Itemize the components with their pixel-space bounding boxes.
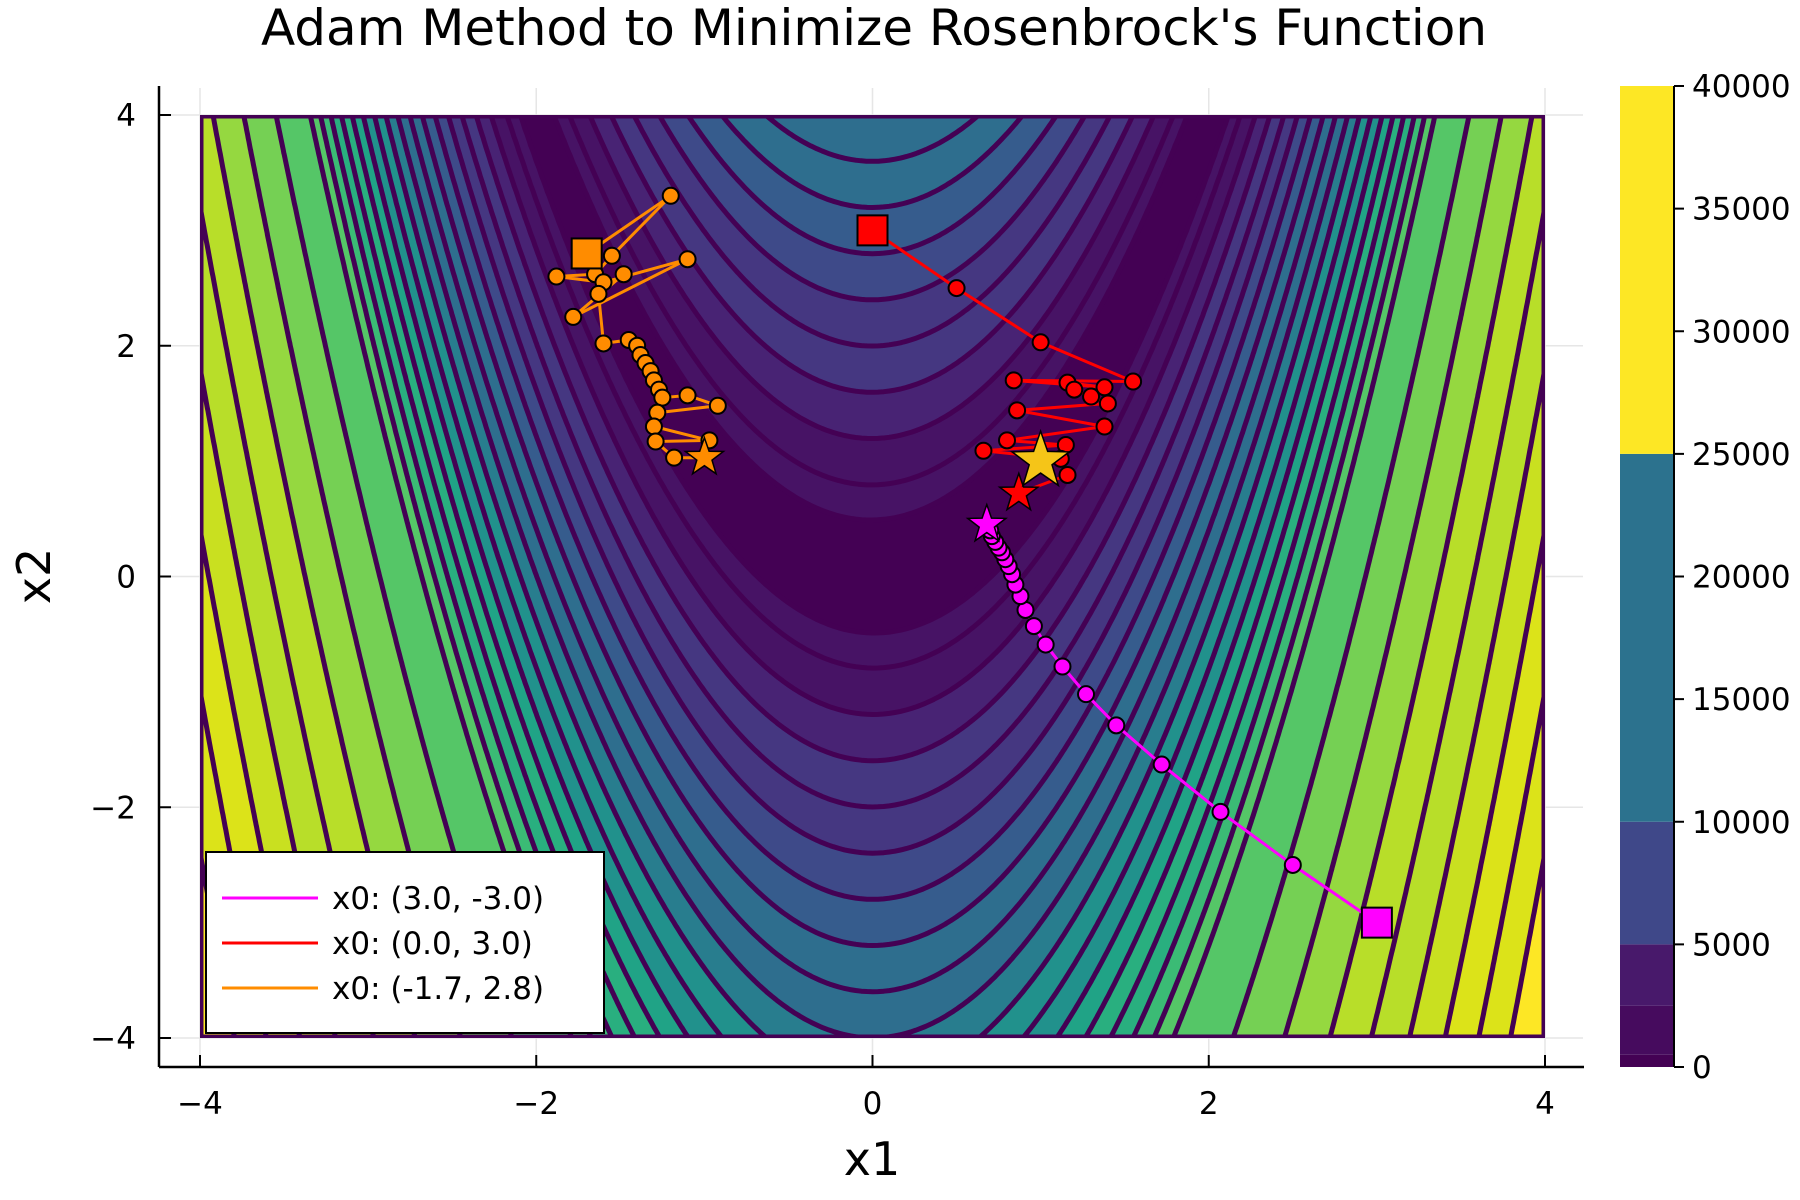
path-point bbox=[1107, 716, 1126, 735]
colorbar-tick-label: 20000 bbox=[1692, 560, 1791, 596]
path-point bbox=[1008, 401, 1027, 420]
path-point bbox=[1124, 372, 1143, 391]
x-axis-label: x1 bbox=[844, 1132, 901, 1186]
colorbar-tick-label: 10000 bbox=[1692, 805, 1791, 841]
series-path-line bbox=[871, 229, 1134, 495]
path-point bbox=[1004, 371, 1023, 390]
path-point bbox=[602, 246, 621, 265]
contour-line bbox=[419, 115, 1326, 948]
path-point bbox=[665, 448, 684, 467]
colorbar-band bbox=[1620, 86, 1674, 454]
path-point bbox=[644, 417, 663, 436]
legend-label: x0: (0.0, 3.0) bbox=[332, 926, 533, 962]
y-tick-label: −2 bbox=[90, 790, 136, 826]
chart-title: Adam Method to Minimize Rosenbrock's Fun… bbox=[261, 0, 1487, 57]
start-marker bbox=[1360, 906, 1393, 939]
x-tick-label: 0 bbox=[863, 1086, 883, 1122]
colorbar-band bbox=[1620, 1054, 1674, 1067]
contour-line bbox=[432, 115, 1314, 902]
path-point bbox=[1211, 802, 1230, 821]
minimum-star-marker bbox=[1009, 428, 1072, 488]
series-layer bbox=[547, 186, 1393, 939]
path-point bbox=[1031, 333, 1050, 352]
path-point bbox=[974, 441, 993, 460]
x-tick-label: −2 bbox=[513, 1086, 559, 1122]
colorbar-band bbox=[1620, 821, 1674, 945]
contour-line bbox=[459, 115, 1287, 810]
colorbar: 0 5000 10000 15000 20000 25000 30000 35000 40000 bbox=[1620, 69, 1791, 1086]
y-tick-label: 4 bbox=[116, 98, 136, 134]
path-point bbox=[1095, 417, 1114, 436]
path-point bbox=[1152, 755, 1171, 774]
path-point bbox=[653, 388, 672, 407]
contour-line bbox=[488, 115, 1258, 717]
path-point bbox=[661, 186, 680, 205]
path-point bbox=[708, 396, 727, 415]
colorbar-tick-label: 15000 bbox=[1692, 682, 1791, 718]
colorbar-tick-label: 5000 bbox=[1692, 927, 1771, 963]
colorbar-band bbox=[1620, 1005, 1674, 1055]
contour-line bbox=[395, 115, 1351, 1038]
path-point bbox=[646, 432, 665, 451]
y-axis-label: x2 bbox=[7, 548, 61, 605]
start-marker bbox=[570, 237, 603, 270]
colorbar-tick-label: 25000 bbox=[1692, 437, 1791, 473]
x-tick-label: 4 bbox=[1535, 1086, 1555, 1122]
path-point bbox=[1065, 380, 1084, 399]
contour-line bbox=[407, 115, 1339, 995]
path-point bbox=[1082, 387, 1101, 406]
path-point bbox=[594, 334, 613, 353]
path-point bbox=[678, 386, 697, 405]
colorbar-band bbox=[1620, 453, 1674, 822]
path-point bbox=[614, 265, 633, 284]
path-point bbox=[564, 307, 583, 326]
colorbar-tick-label: 40000 bbox=[1692, 69, 1791, 105]
series-2 bbox=[547, 186, 727, 476]
end-marker bbox=[965, 502, 1008, 543]
colorbar-tick-label: 0 bbox=[1692, 1050, 1712, 1086]
path-point bbox=[1036, 635, 1055, 654]
path-point bbox=[678, 250, 697, 269]
start-marker bbox=[856, 214, 889, 247]
colorbar-tick-label: 30000 bbox=[1692, 314, 1791, 350]
y-tick-label: 0 bbox=[116, 560, 136, 596]
path-point bbox=[998, 431, 1016, 450]
path-point bbox=[589, 284, 608, 303]
x-tick-label: 2 bbox=[1199, 1086, 1219, 1122]
series-0 bbox=[965, 502, 1393, 939]
path-point bbox=[1024, 617, 1043, 636]
legend-label: x0: (3.0, -3.0) bbox=[332, 881, 544, 917]
path-point bbox=[1058, 465, 1077, 484]
y-tick-label: −4 bbox=[90, 1021, 136, 1057]
colorbar-tick-label: 35000 bbox=[1692, 192, 1791, 228]
path-point bbox=[947, 279, 966, 298]
end-marker bbox=[683, 435, 726, 476]
path-point bbox=[1077, 685, 1096, 704]
y-tick-label: 2 bbox=[116, 329, 136, 365]
legend: x0: (3.0, -3.0) x0: (0.0, 3.0) x0: (-1.7, … bbox=[205, 851, 605, 1034]
contour-line bbox=[473, 115, 1273, 764]
path-point bbox=[547, 267, 566, 286]
axes-layer: −4 −2 0 2 4 −4 −2 0 2 4 bbox=[90, 86, 1584, 1122]
x-tick-label: −4 bbox=[177, 1086, 223, 1122]
colorbar-band bbox=[1620, 944, 1674, 1006]
path-point bbox=[1053, 657, 1072, 676]
path-point bbox=[1283, 855, 1302, 874]
end-marker bbox=[997, 471, 1040, 512]
contour-line bbox=[445, 115, 1301, 856]
legend-label: x0: (-1.7, 2.8) bbox=[332, 971, 544, 1007]
path-point bbox=[1098, 394, 1117, 413]
